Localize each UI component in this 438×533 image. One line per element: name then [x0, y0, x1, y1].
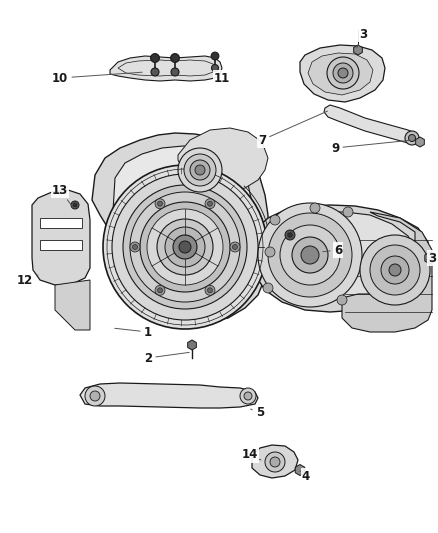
- Circle shape: [265, 247, 275, 257]
- Circle shape: [370, 245, 420, 295]
- Circle shape: [178, 148, 222, 192]
- Circle shape: [337, 295, 347, 305]
- Circle shape: [170, 54, 180, 62]
- Polygon shape: [92, 133, 268, 322]
- Circle shape: [280, 225, 340, 285]
- Polygon shape: [416, 137, 424, 147]
- Circle shape: [338, 68, 348, 78]
- Circle shape: [133, 245, 138, 249]
- Circle shape: [158, 201, 162, 206]
- Polygon shape: [295, 464, 305, 475]
- Circle shape: [211, 52, 219, 60]
- Polygon shape: [252, 205, 430, 312]
- Circle shape: [389, 264, 401, 276]
- Circle shape: [179, 241, 191, 253]
- Circle shape: [85, 386, 105, 406]
- Circle shape: [195, 165, 205, 175]
- Text: 2: 2: [144, 351, 189, 365]
- Polygon shape: [110, 56, 222, 81]
- Circle shape: [263, 283, 273, 293]
- Circle shape: [208, 201, 212, 206]
- Circle shape: [184, 154, 216, 186]
- Text: 11: 11: [214, 68, 230, 85]
- Circle shape: [268, 213, 352, 297]
- Circle shape: [327, 57, 359, 89]
- Circle shape: [230, 242, 240, 252]
- Circle shape: [212, 64, 219, 71]
- Text: 9: 9: [331, 140, 410, 155]
- Circle shape: [244, 392, 252, 400]
- Polygon shape: [324, 105, 418, 143]
- Polygon shape: [112, 146, 254, 311]
- Text: 3: 3: [357, 28, 367, 47]
- Polygon shape: [342, 212, 432, 332]
- Circle shape: [123, 185, 247, 309]
- Circle shape: [405, 131, 419, 145]
- Text: 6: 6: [323, 244, 342, 256]
- Polygon shape: [178, 128, 268, 192]
- Circle shape: [360, 235, 430, 305]
- Circle shape: [147, 209, 223, 285]
- Text: 12: 12: [17, 273, 38, 287]
- Circle shape: [73, 203, 77, 207]
- Polygon shape: [55, 280, 90, 330]
- Circle shape: [151, 68, 159, 76]
- Circle shape: [190, 160, 210, 180]
- Circle shape: [165, 227, 205, 267]
- Circle shape: [130, 192, 240, 302]
- Circle shape: [240, 388, 256, 404]
- Circle shape: [205, 285, 215, 295]
- Circle shape: [155, 199, 165, 209]
- Text: 3: 3: [426, 252, 436, 264]
- Text: 13: 13: [52, 183, 73, 208]
- Circle shape: [301, 246, 319, 264]
- Circle shape: [258, 203, 362, 307]
- Circle shape: [130, 242, 140, 252]
- Text: 1: 1: [115, 326, 152, 338]
- Polygon shape: [40, 218, 82, 228]
- Polygon shape: [252, 445, 298, 478]
- Circle shape: [288, 233, 292, 237]
- Polygon shape: [308, 53, 373, 95]
- Circle shape: [233, 245, 237, 249]
- Polygon shape: [40, 240, 82, 250]
- Circle shape: [265, 452, 285, 472]
- Circle shape: [270, 215, 280, 225]
- Circle shape: [333, 63, 353, 83]
- Circle shape: [270, 457, 280, 467]
- Circle shape: [71, 201, 79, 209]
- Circle shape: [292, 237, 328, 273]
- Circle shape: [343, 207, 353, 217]
- Polygon shape: [80, 383, 258, 408]
- Text: 5: 5: [251, 407, 264, 419]
- Circle shape: [112, 174, 258, 320]
- Text: 4: 4: [300, 470, 310, 482]
- Text: 10: 10: [52, 71, 142, 85]
- Polygon shape: [187, 340, 196, 350]
- Polygon shape: [258, 212, 416, 299]
- Circle shape: [140, 202, 230, 292]
- Circle shape: [381, 256, 409, 284]
- Circle shape: [157, 219, 213, 275]
- Circle shape: [173, 235, 197, 259]
- Circle shape: [103, 165, 267, 329]
- Circle shape: [205, 199, 215, 209]
- Circle shape: [158, 288, 162, 293]
- Circle shape: [310, 203, 320, 213]
- Circle shape: [208, 288, 212, 293]
- Circle shape: [285, 230, 295, 240]
- Polygon shape: [425, 252, 435, 264]
- Polygon shape: [32, 190, 90, 285]
- Circle shape: [151, 54, 159, 62]
- Circle shape: [155, 285, 165, 295]
- Circle shape: [171, 68, 179, 76]
- Circle shape: [409, 134, 416, 141]
- Text: 7: 7: [258, 111, 328, 147]
- Polygon shape: [353, 45, 362, 55]
- Polygon shape: [300, 45, 385, 102]
- Text: 14: 14: [242, 448, 261, 462]
- Circle shape: [90, 391, 100, 401]
